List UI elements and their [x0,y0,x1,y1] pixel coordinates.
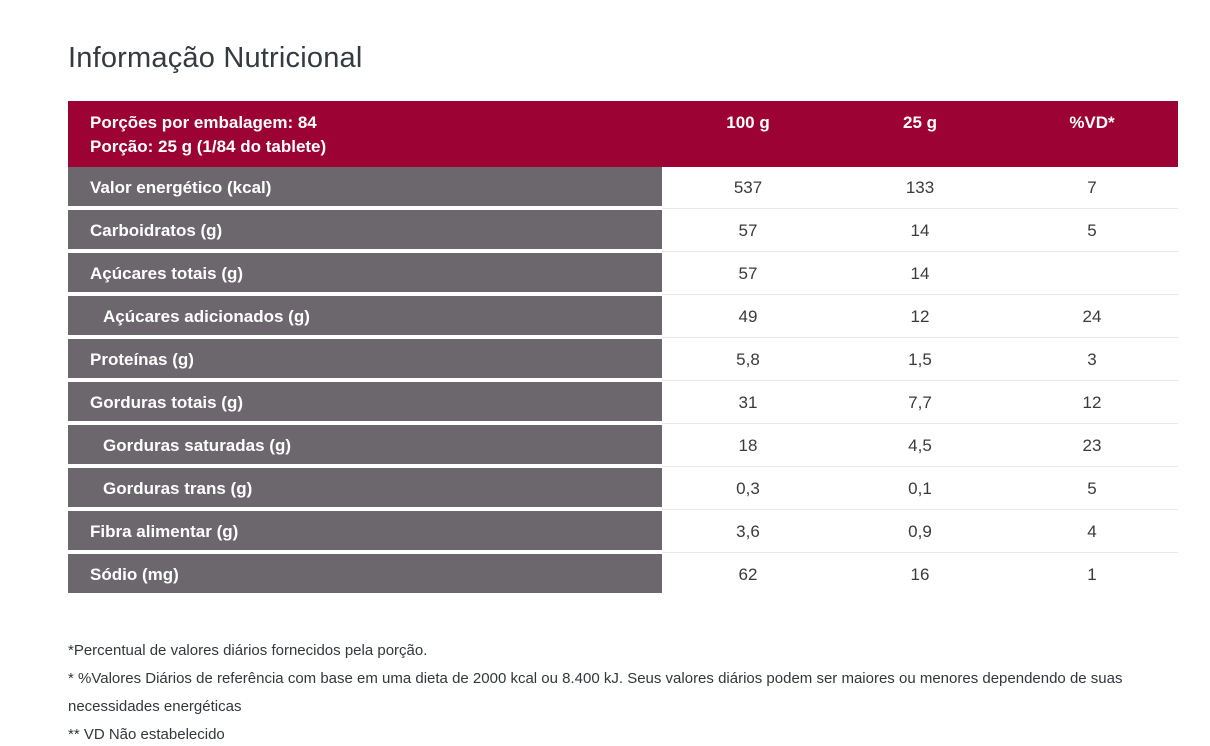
value-per-100g: 0,3 [662,468,834,510]
row-label: Fibra alimentar (g) [68,511,662,552]
value-per-25g: 14 [834,253,1006,295]
value-percent-vd [1006,253,1178,295]
table-row: Gorduras trans (g) 0,3 0,1 5 [68,468,1178,511]
value-percent-vd: 3 [1006,339,1178,381]
footnote-vd-not-established: ** VD Não estabelecido [68,726,225,743]
portion-info: Porções por embalagem: 84 Porção: 25 g (… [68,111,662,159]
value-per-100g: 57 [662,210,834,252]
value-per-100g: 5,8 [662,339,834,381]
value-per-100g: 49 [662,296,834,338]
table-row: Açúcares totais (g) 57 14 [68,253,1178,296]
table-row: Valor energético (kcal) 537 133 7 [68,167,1178,210]
value-percent-vd: 4 [1006,511,1178,553]
row-label: Sódio (mg) [68,554,662,595]
table-header: Porções por embalagem: 84 Porção: 25 g (… [68,101,1178,167]
footnote-reference-diet: * %Valores Diários de referência com bas… [68,670,1123,715]
value-per-25g: 0,1 [834,468,1006,510]
value-percent-vd: 24 [1006,296,1178,338]
row-label: Açúcares totais (g) [68,253,662,294]
column-header-vd: %VD* [1069,113,1115,132]
value-per-100g: 537 [662,167,834,209]
value-percent-vd: 1 [1087,565,1097,584]
row-label: Gorduras saturadas (g) [68,425,662,466]
row-label: Valor energético (kcal) [68,167,662,208]
value-percent-vd: 12 [1006,382,1178,424]
value-percent-vd: 7 [1006,167,1178,209]
table-row: Gorduras totais (g) 31 7,7 12 [68,382,1178,425]
portion-size: Porção: 25 g (1/84 do tablete) [90,137,327,156]
table-row: Açúcares adicionados (g) 49 12 24 [68,296,1178,339]
footnote-percent-daily-values: *Percentual de valores diários fornecido… [68,642,428,659]
value-percent-vd: 23 [1006,425,1178,467]
column-header-100g: 100 g [726,113,770,132]
value-per-100g: 18 [662,425,834,467]
table-row: Proteínas (g) 5,8 1,5 3 [68,339,1178,382]
column-header-25g: 25 g [902,113,938,132]
page-title: Informação Nutricional [68,42,363,74]
table-row: Sódio (mg) 62 16 1 [68,554,1178,597]
row-label: Carboidratos (g) [68,210,662,251]
row-label: Gorduras totais (g) [68,382,662,423]
servings-per-package: Porções por embalagem: 84 [90,113,317,132]
value-per-100g: 62 [738,565,758,584]
value-per-25g: 4,5 [834,425,1006,467]
value-per-100g: 57 [662,253,834,295]
value-per-25g: 14 [834,210,1006,252]
row-label: Proteínas (g) [68,339,662,380]
value-per-25g: 0,9 [834,511,1006,553]
value-per-100g: 3,6 [662,511,834,553]
row-label: Açúcares adicionados (g) [68,296,662,337]
nutrition-table: Porções por embalagem: 84 Porção: 25 g (… [68,101,1178,597]
value-percent-vd: 5 [1006,468,1178,510]
table-row: Gorduras saturadas (g) 18 4,5 23 [68,425,1178,468]
value-percent-vd: 5 [1006,210,1178,252]
footnotes: *Percentual de valores diários fornecido… [68,637,1168,746]
value-per-25g: 7,7 [834,382,1006,424]
value-per-25g: 133 [834,167,1006,209]
value-per-25g: 1,5 [834,339,1006,381]
value-per-25g: 12 [834,296,1006,338]
table-row: Fibra alimentar (g) 3,6 0,9 4 [68,511,1178,554]
row-label: Gorduras trans (g) [68,468,662,509]
value-per-100g: 31 [662,382,834,424]
table-row: Carboidratos (g) 57 14 5 [68,210,1178,253]
value-per-25g: 16 [910,565,930,584]
